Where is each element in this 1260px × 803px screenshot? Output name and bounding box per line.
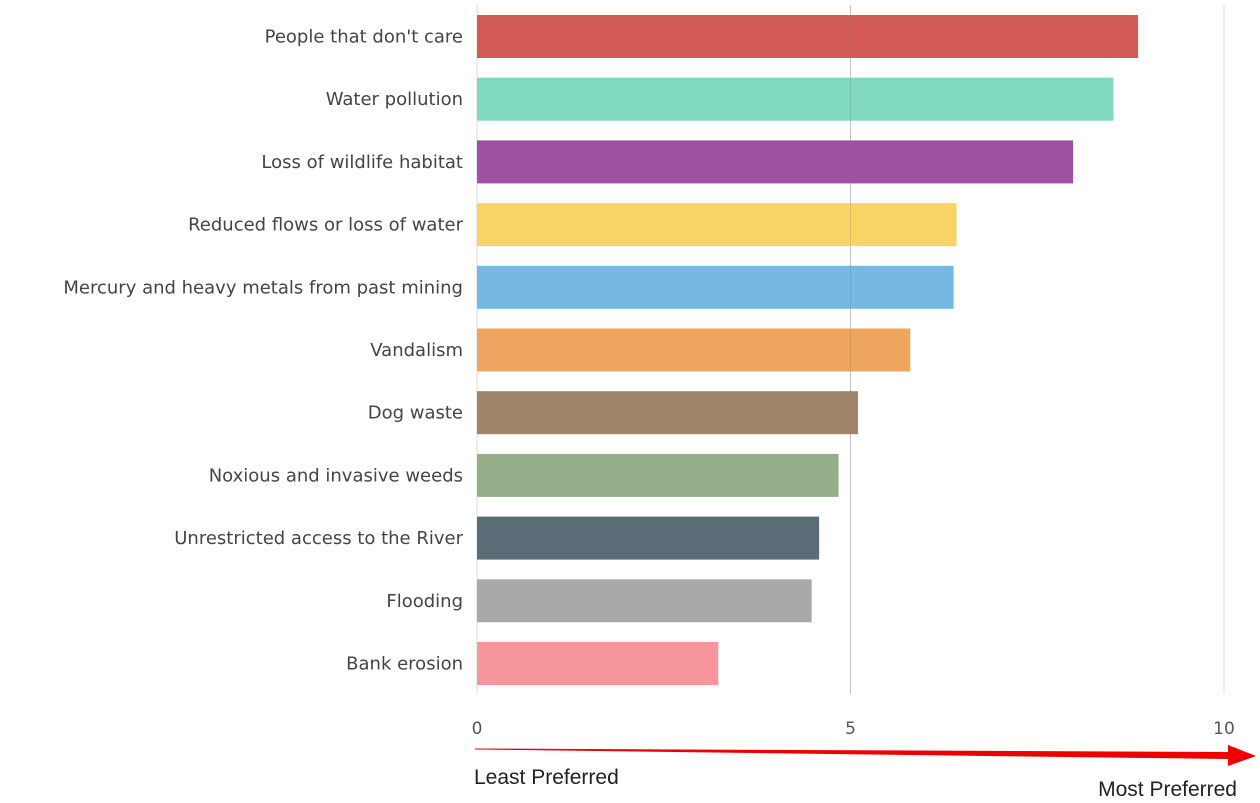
- preference-arrow: Least Preferred Most Preferred: [474, 745, 1256, 801]
- category-label: Loss of wildlife habitat: [261, 152, 463, 173]
- category-label: People that don't care: [265, 27, 463, 48]
- bar: [477, 391, 858, 435]
- preference-arrow-shape: [475, 745, 1256, 766]
- category-label: Noxious and invasive weeds: [209, 465, 463, 486]
- category-label: Mercury and heavy metals from past minin…: [63, 277, 463, 298]
- category-label: Vandalism: [370, 340, 463, 361]
- category-label: Unrestricted access to the River: [174, 528, 463, 549]
- category-label: Bank erosion: [346, 654, 463, 675]
- bar: [477, 265, 954, 309]
- x-tick-label: 0: [472, 719, 483, 739]
- bar: [477, 328, 911, 372]
- bar: [477, 77, 1114, 121]
- least-preferred-label: Least Preferred: [474, 766, 619, 789]
- category-label: Reduced flows or loss of water: [188, 215, 463, 236]
- bar: [477, 140, 1074, 184]
- category-labels: People that don't care Water pollution Los…: [63, 27, 463, 675]
- bar: [477, 203, 957, 247]
- bar: [477, 453, 839, 497]
- bar: [477, 15, 1139, 58]
- bar: [477, 579, 812, 623]
- category-label: Water pollution: [326, 89, 463, 110]
- category-label: Flooding: [386, 591, 463, 612]
- bars: [477, 5, 1139, 694]
- x-tick-label: 10: [1213, 719, 1235, 739]
- bar: [477, 516, 820, 560]
- most-preferred-label: Most Preferred: [1098, 778, 1237, 801]
- category-label: Dog waste: [368, 403, 463, 424]
- bar: [477, 642, 719, 685]
- x-axis-ticks: 0 5 10: [472, 719, 1235, 739]
- x-tick-label: 5: [845, 719, 856, 739]
